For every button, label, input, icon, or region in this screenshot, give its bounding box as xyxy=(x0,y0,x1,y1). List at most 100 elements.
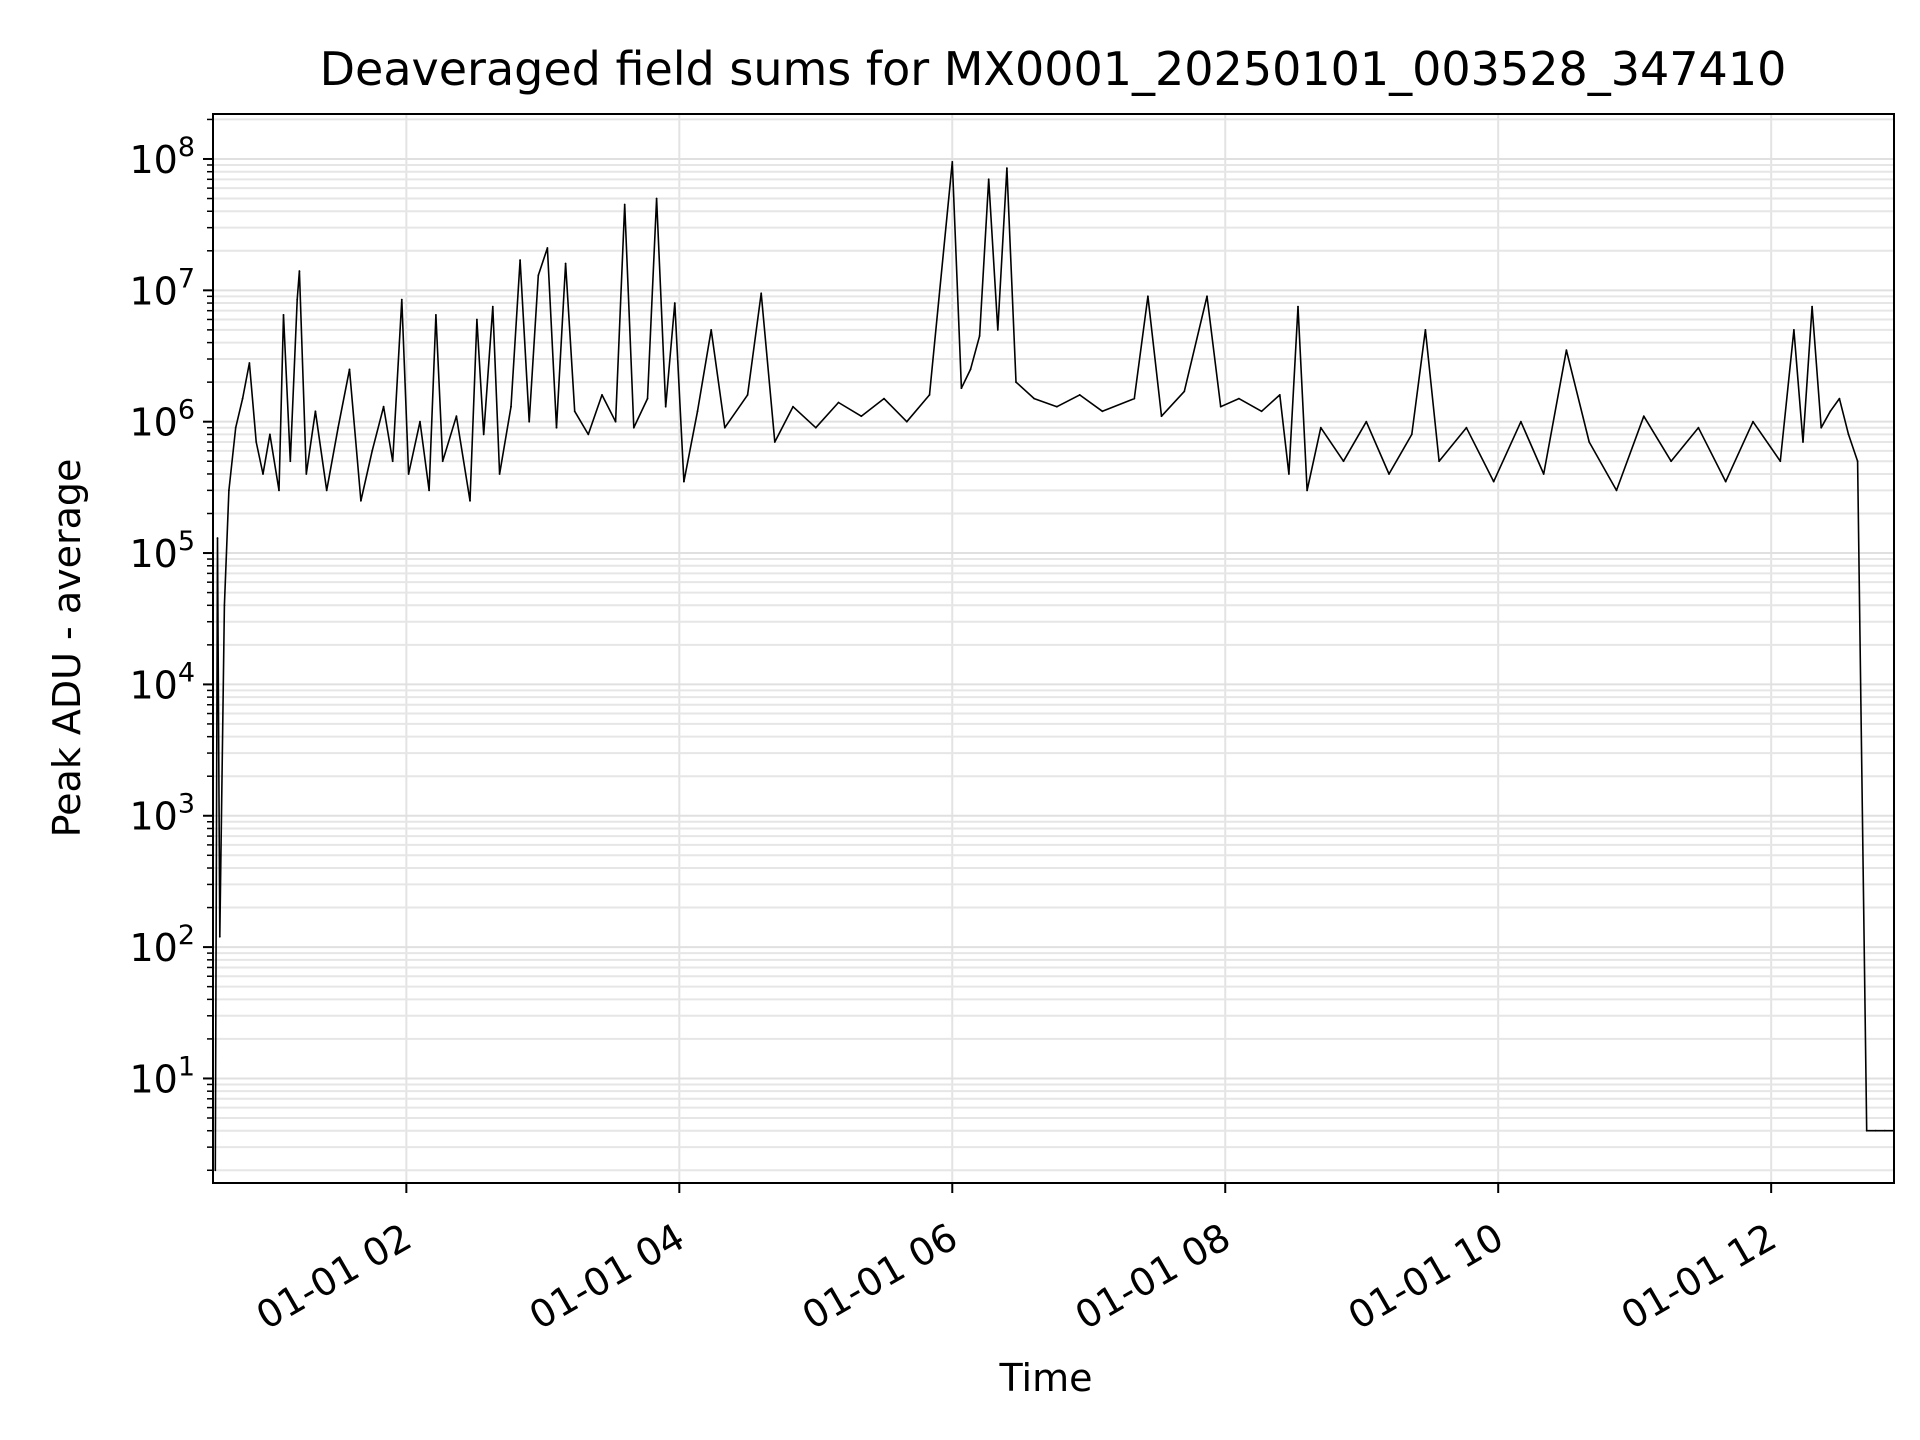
y-tick-base: 10 xyxy=(129,269,177,313)
y-tick-exponent: 2 xyxy=(178,920,195,951)
data-point xyxy=(1838,397,1841,400)
data-point xyxy=(978,335,981,337)
data-point xyxy=(1588,441,1591,443)
data-point xyxy=(223,604,226,607)
data-point xyxy=(1342,460,1345,463)
data-point xyxy=(573,410,576,413)
y-tick-base: 10 xyxy=(129,663,177,707)
data-point xyxy=(360,499,362,502)
y-tick-exponent: 8 xyxy=(178,132,195,163)
data-point xyxy=(1615,489,1618,492)
data-point xyxy=(601,394,603,396)
y-tick-label: 103 xyxy=(129,789,195,839)
data-point xyxy=(773,441,776,443)
data-point xyxy=(348,368,351,371)
data-point xyxy=(216,537,219,539)
data-point xyxy=(337,426,339,429)
data-point xyxy=(234,426,237,429)
x-axis-label: Time xyxy=(999,1356,1093,1400)
data-point xyxy=(1779,460,1782,463)
data-point xyxy=(1465,426,1468,429)
data-point xyxy=(519,259,521,261)
data-point xyxy=(1793,329,1795,331)
y-tick-base: 10 xyxy=(129,532,177,576)
y-tick-base: 10 xyxy=(129,138,177,182)
plot-frame xyxy=(212,113,1895,1184)
data-point xyxy=(1492,480,1495,483)
data-point xyxy=(491,305,494,308)
data-point xyxy=(282,314,285,316)
data-point xyxy=(269,433,271,436)
y-tick-base: 10 xyxy=(129,401,177,445)
data-point xyxy=(498,473,501,475)
y-tick-base: 10 xyxy=(129,795,177,839)
y-tick-exponent: 1 xyxy=(178,1051,195,1082)
data-point xyxy=(537,274,540,277)
data-point xyxy=(528,420,531,423)
y-tick-label: 108 xyxy=(129,132,195,182)
data-point xyxy=(814,426,817,429)
data-point xyxy=(928,394,931,396)
data-point xyxy=(1802,441,1804,443)
data-point xyxy=(1306,489,1308,492)
data-point xyxy=(1183,390,1186,393)
data-point xyxy=(469,499,471,502)
data-point xyxy=(646,397,649,400)
data-point xyxy=(455,415,458,418)
data-point xyxy=(1056,405,1058,408)
data-point xyxy=(587,433,590,436)
data-point xyxy=(1365,420,1368,423)
data-point xyxy=(664,405,667,408)
data-point xyxy=(996,329,999,331)
data-point xyxy=(1206,295,1208,298)
data-point xyxy=(837,401,840,404)
data-point xyxy=(860,415,863,418)
data-point xyxy=(391,460,394,463)
data-point xyxy=(476,318,478,321)
data-point xyxy=(1847,433,1850,436)
data-point xyxy=(564,262,567,265)
data-point xyxy=(1811,305,1813,308)
data-point xyxy=(683,480,685,483)
data-point xyxy=(325,489,328,492)
data-point xyxy=(1288,473,1290,475)
data-point xyxy=(905,420,908,423)
data-point xyxy=(278,489,280,492)
data-point xyxy=(1410,433,1413,436)
y-axis-label: Peak ADU - average xyxy=(45,459,89,838)
series-layer xyxy=(214,161,1895,1172)
data-point xyxy=(1697,426,1700,429)
data-point xyxy=(400,298,403,301)
y-tick-label: 104 xyxy=(129,657,195,707)
data-point xyxy=(987,178,990,181)
data-point xyxy=(960,387,963,390)
data-point xyxy=(228,489,230,492)
data-point xyxy=(296,298,299,301)
data-point xyxy=(1278,394,1281,396)
data-point xyxy=(371,449,374,452)
y-tick-exponent: 7 xyxy=(178,263,195,294)
y-tick-exponent: 4 xyxy=(178,657,195,688)
data-point xyxy=(305,473,308,475)
data-point xyxy=(673,302,676,304)
data-point xyxy=(655,197,658,200)
data-point xyxy=(1078,394,1081,396)
data-point xyxy=(1388,473,1390,475)
data-point xyxy=(298,270,301,272)
data-point xyxy=(1147,295,1149,298)
data-point xyxy=(1520,420,1522,423)
y-tick-label: 107 xyxy=(129,263,195,313)
data-point xyxy=(969,368,972,371)
data-point xyxy=(382,405,385,408)
data-point xyxy=(710,329,713,331)
y-tick-exponent: 6 xyxy=(178,395,195,426)
y-tick-base: 10 xyxy=(129,1057,177,1101)
data-point xyxy=(1724,480,1727,483)
data-point xyxy=(435,314,437,316)
data-point xyxy=(289,460,292,463)
data-point xyxy=(482,433,485,436)
data-point xyxy=(262,473,264,475)
data-point xyxy=(255,441,258,443)
data-point xyxy=(428,489,430,492)
